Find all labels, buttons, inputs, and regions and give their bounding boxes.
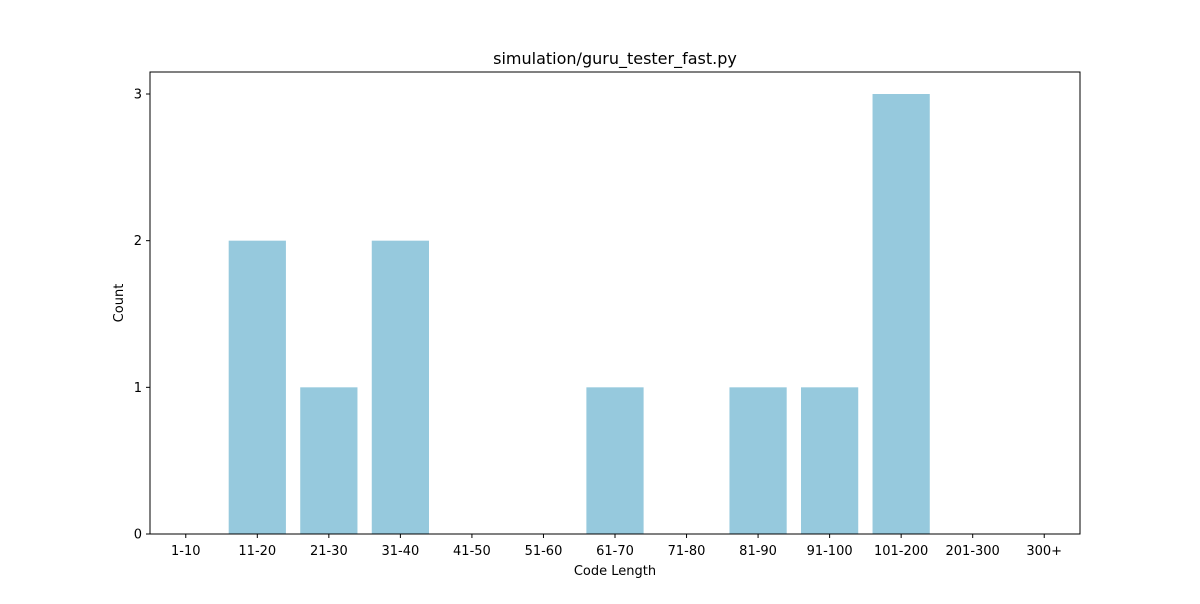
bar-81-90 (729, 387, 787, 534)
bars-layer (228, 94, 930, 535)
x-tick-label: 91-100 (807, 544, 853, 559)
plot-frame (149, 71, 1081, 535)
y-tick-label: 3 (134, 88, 142, 103)
x-tick-label: 41-50 (453, 544, 491, 559)
y-axis-label: Count (112, 284, 127, 323)
ticks-layer: 1-10 11-20 21-30 31-40 41-50 51-60 61-70 71-80 8… (134, 88, 1062, 560)
x-tick-label: 300+ (1026, 544, 1062, 559)
x-tick-label: 1-10 (171, 544, 201, 559)
x-tick-label: 11-20 (238, 544, 276, 559)
bar-61-70 (586, 387, 644, 534)
y-tick-label: 2 (134, 234, 142, 249)
chart-title: simulation/guru_tester_fast.py (493, 49, 737, 69)
bar-101-200 (872, 94, 930, 534)
x-axis-label: Code Length (574, 564, 656, 579)
x-tick-label: 61-70 (596, 544, 634, 559)
bar-21-30 (300, 387, 358, 534)
x-tick-label: 51-60 (525, 544, 563, 559)
y-tick-label: 1 (134, 381, 142, 396)
bar-91-100 (801, 387, 859, 534)
x-tick-label: 201-300 (946, 544, 1000, 559)
y-tick-label: 0 (134, 528, 142, 543)
x-tick-label: 31-40 (381, 544, 419, 559)
bar-11-20 (228, 240, 286, 535)
x-tick-label: 71-80 (668, 544, 706, 559)
x-tick-label: 81-90 (739, 544, 777, 559)
x-tick-label: 101-200 (874, 544, 928, 559)
bar-31-40 (371, 240, 429, 535)
x-tick-label: 21-30 (310, 544, 348, 559)
